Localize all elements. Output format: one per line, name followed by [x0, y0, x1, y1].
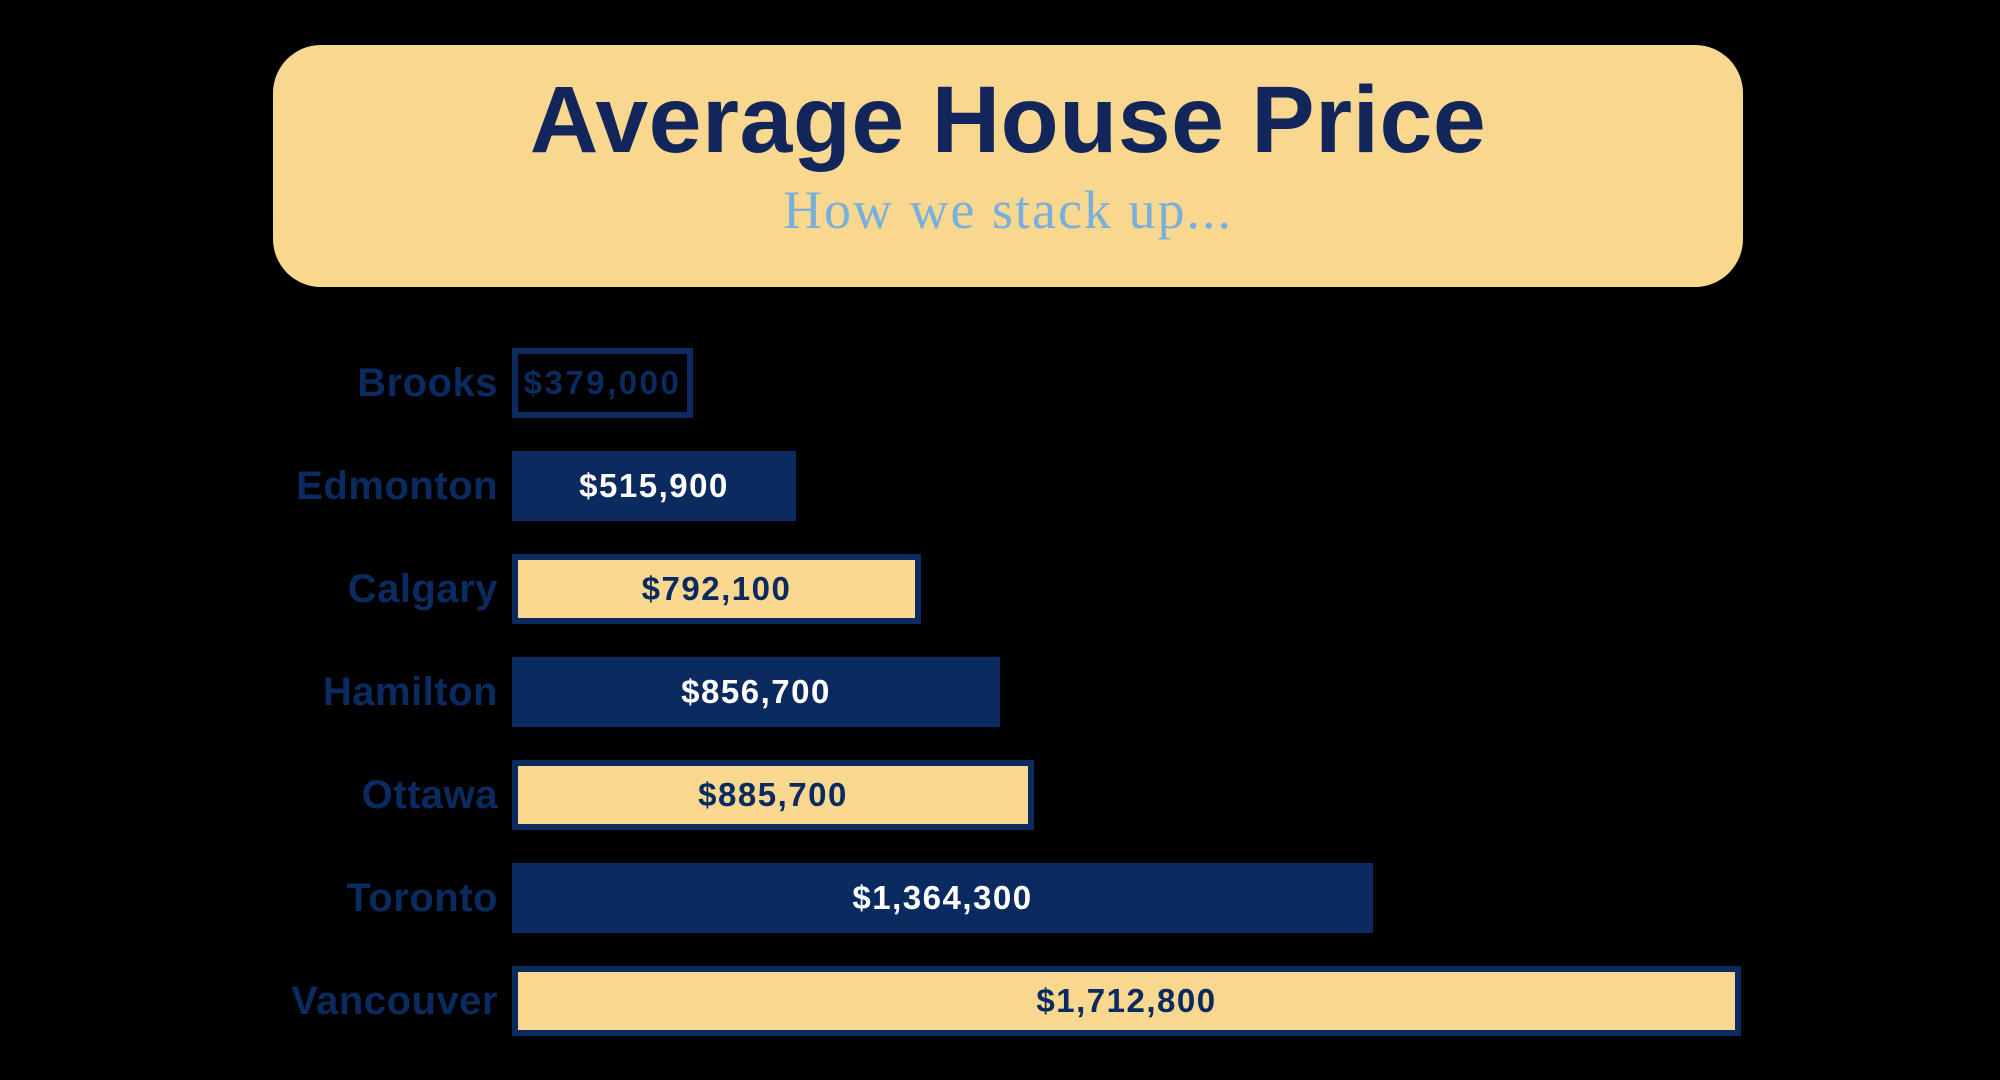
- chart-row-vancouver: Vancouver $1,712,800: [0, 966, 2000, 1036]
- chart-row-edmonton: Edmonton $515,900: [0, 451, 2000, 521]
- bar-calgary: $792,100: [512, 554, 921, 624]
- row-label: Calgary: [347, 566, 498, 611]
- bar-vancouver: $1,712,800: [512, 966, 1741, 1036]
- chart-row-brooks: Brooks $379,000: [0, 348, 2000, 418]
- bar-value: $1,364,300: [852, 879, 1033, 916]
- row-label: Ottawa: [361, 772, 498, 817]
- bar-brooks: $379,000: [512, 348, 693, 418]
- bar-value: $379,000: [523, 364, 682, 401]
- bar-value: $792,100: [641, 570, 792, 607]
- bar-value: $1,712,800: [1036, 982, 1217, 1019]
- bar-hamilton: $856,700: [512, 657, 1000, 727]
- row-label: Hamilton: [322, 669, 498, 714]
- header-card: Average House Price How we stack up...: [273, 45, 1743, 287]
- chart-row-toronto: Toronto $1,364,300: [0, 863, 2000, 933]
- row-label: Edmonton: [296, 463, 498, 508]
- bar-value: $885,700: [698, 776, 848, 813]
- bar-edmonton: $515,900: [512, 451, 796, 521]
- bar-ottawa: $885,700: [512, 760, 1034, 830]
- chart-subtitle: How we stack up...: [783, 179, 1233, 240]
- chart-title: Average House Price: [529, 67, 1487, 173]
- chart-row-ottawa: Ottawa $885,700: [0, 760, 2000, 830]
- bar-value: $856,700: [681, 673, 831, 710]
- row-label: Toronto: [346, 875, 498, 920]
- row-label: Brooks: [357, 360, 498, 405]
- chart-row-hamilton: Hamilton $856,700: [0, 657, 2000, 727]
- bar-toronto: $1,364,300: [512, 863, 1373, 933]
- bar-chart: Brooks $379,000 Edmonton $515,900 Calgar…: [0, 348, 2000, 1069]
- chart-row-calgary: Calgary $792,100: [0, 554, 2000, 624]
- bar-value: $515,900: [579, 467, 729, 504]
- row-label: Vancouver: [291, 978, 498, 1023]
